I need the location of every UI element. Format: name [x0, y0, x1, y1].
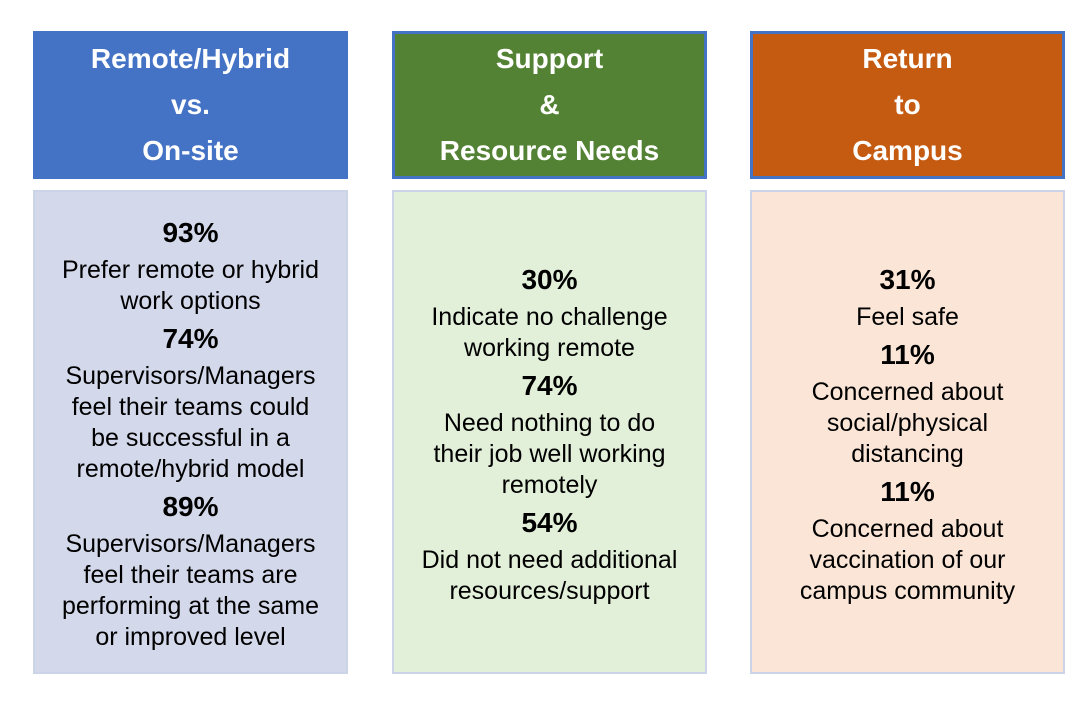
header-title-line: vs.	[171, 89, 210, 120]
stat-value: 54%	[521, 506, 578, 538]
header-title-line: Remote/Hybrid	[90, 43, 291, 74]
stat-value: 74%	[521, 369, 578, 401]
column-support-resource-needs: Support & Resource Needs 30% Indicate no…	[392, 31, 707, 674]
header-title-line: Support	[495, 43, 604, 74]
header-title-line: to	[894, 89, 921, 120]
stat-value: 30%	[521, 263, 578, 295]
header-title-line: On-site	[142, 135, 239, 166]
stat: 31% Feel safe	[776, 258, 1039, 333]
stat-description: Prefer remote or hybrid work options	[61, 256, 320, 315]
stat-value: 31%	[879, 263, 936, 295]
stat: 11% Concerned about vaccination of our c…	[776, 470, 1039, 607]
stat-description: Concerned about vaccination of our campu…	[799, 514, 1016, 605]
body-support-resource-needs: 30% Indicate no challenge working remote…	[392, 190, 707, 674]
stat: 30% Indicate no challenge working remote	[418, 258, 681, 364]
stat-description: Supervisors/Managers feel their teams co…	[65, 362, 316, 483]
stat-description: Supervisors/Managers feel their teams ar…	[61, 530, 320, 651]
body-return-to-campus: 31% Feel safe 11% Concerned about social…	[750, 190, 1065, 674]
stat: 89% Supervisors/Managers feel their team…	[59, 485, 322, 653]
stat-description: Did not need additional resources/suppor…	[421, 545, 678, 605]
stat-description: Concerned about social/physical distanci…	[811, 377, 1004, 468]
header-support-resource-needs: Support & Resource Needs	[392, 31, 707, 179]
stat-value: 74%	[162, 323, 219, 354]
stat: 54% Did not need additional resources/su…	[418, 501, 681, 607]
stat-description: Indicate no challenge working remote	[431, 302, 668, 362]
stat: 74% Supervisors/Managers feel their team…	[59, 317, 322, 485]
stat: 93% Prefer remote or hybrid work options	[59, 211, 322, 317]
stat-description: Feel safe	[856, 302, 959, 331]
stat-value: 93%	[162, 217, 219, 248]
header-title-line: Campus	[852, 135, 963, 166]
body-remote-hybrid-vs-onsite: 93% Prefer remote or hybrid work options…	[33, 190, 348, 674]
header-title-line: Return	[862, 43, 953, 74]
stat: 11% Concerned about social/physical dist…	[776, 333, 1039, 470]
header-title-line: Resource Needs	[439, 135, 660, 166]
stat-value: 11%	[880, 475, 935, 507]
column-remote-hybrid-vs-onsite: Remote/Hybrid vs. On-site 93% Prefer rem…	[33, 31, 348, 674]
stat: 74% Need nothing to do their job well wo…	[418, 364, 681, 501]
stat-value: 11%	[880, 338, 935, 370]
header-return-to-campus: Return to Campus	[750, 31, 1065, 179]
stat-description: Need nothing to do their job well workin…	[433, 408, 666, 499]
header-remote-hybrid-vs-onsite: Remote/Hybrid vs. On-site	[33, 31, 348, 179]
column-return-to-campus: Return to Campus 31% Feel safe 11% Conce…	[750, 31, 1065, 674]
stat-value: 89%	[162, 491, 219, 522]
header-title-line: &	[539, 89, 560, 120]
